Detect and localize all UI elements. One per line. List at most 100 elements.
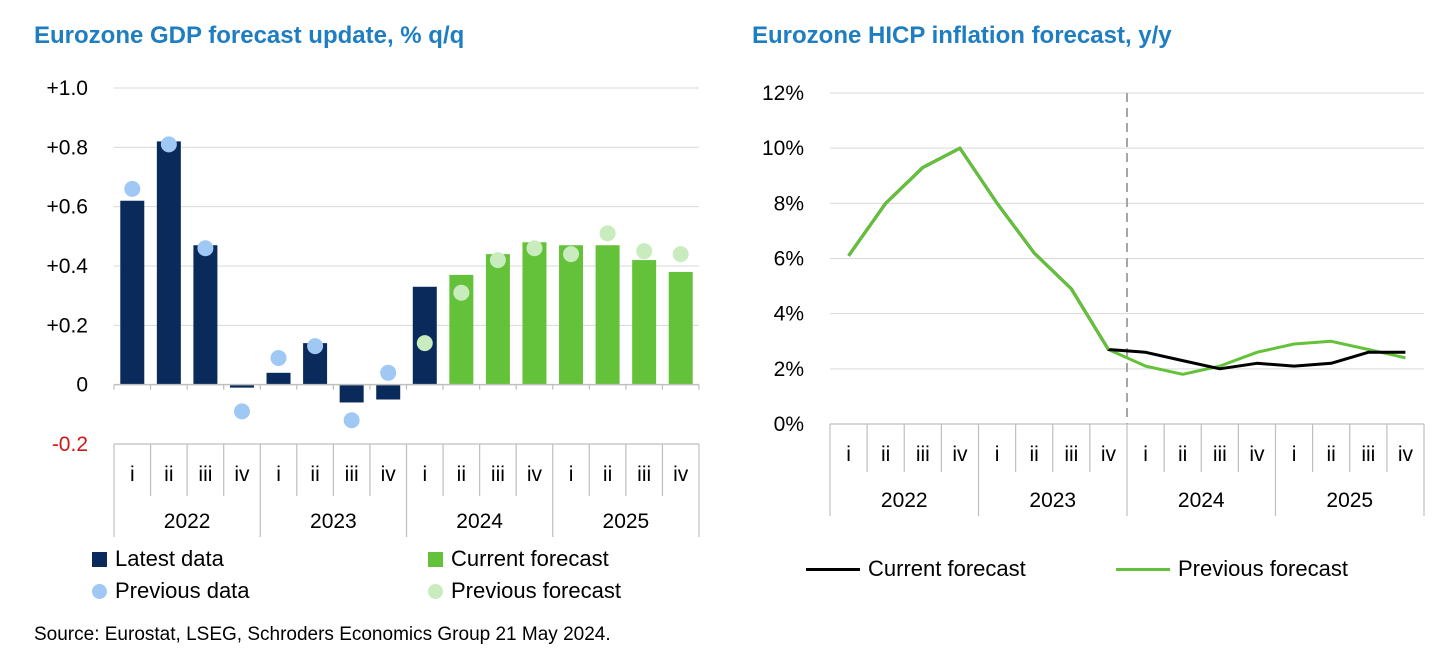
hicp-year-label: 2022: [881, 489, 928, 512]
hicp-quarter-label: iii: [1064, 443, 1078, 466]
gdp-dot: [233, 403, 250, 420]
gdp-y-tick-label: 0: [76, 374, 88, 397]
hicp-line-previous-forecast-shared: [847, 146, 1110, 351]
gdp-quarter-label: i: [130, 463, 135, 486]
gdp-quarter-label: i: [276, 463, 281, 486]
gdp-quarter-label: ii: [164, 463, 173, 486]
gdp-bar: [120, 200, 145, 385]
legend-label-hicp-previous: Previous forecast: [1178, 556, 1348, 581]
gdp-dot: [124, 180, 141, 197]
hicp-quarter-label: iii: [1213, 443, 1227, 466]
gdp-y-tick-label: +0.2: [47, 314, 88, 337]
gdp-legend-previous-data: Previous data: [92, 578, 250, 604]
hicp-y-tick-label: 4%: [774, 303, 804, 326]
gdp-quarter-label: ii: [603, 463, 612, 486]
gdp-bar: [632, 260, 657, 385]
hicp-quarter-label: i: [1292, 443, 1297, 466]
hicp-y-tick-label: 10%: [762, 137, 804, 160]
hicp-quarter-label: iii: [1361, 443, 1375, 466]
gdp-y-tick-label: +0.6: [47, 196, 88, 219]
gdp-year-label: 2023: [310, 510, 357, 533]
gdp-legend-latest-data: Latest data: [92, 546, 224, 572]
gdp-dot: [563, 246, 580, 263]
gdp-dot: [672, 246, 689, 263]
legend-swatch-latest-data: [92, 551, 107, 567]
gdp-quarter-label: iv: [527, 463, 543, 486]
hicp-quarter-label: i: [1143, 443, 1148, 466]
gdp-bar: [266, 372, 291, 385]
gdp-bar: [485, 254, 510, 385]
hicp-quarter-label: ii: [1327, 443, 1336, 466]
gdp-dot: [489, 252, 506, 269]
gdp-dot: [307, 338, 324, 355]
gdp-dot: [526, 240, 543, 257]
gdp-quarter-label: iv: [673, 463, 689, 486]
gdp-quarter-label: iii: [345, 463, 359, 486]
legend-label-hicp-current: Current forecast: [868, 556, 1026, 581]
legend-label-previous-data: Previous data: [115, 578, 250, 603]
gdp-year-label: 2024: [456, 510, 503, 533]
gdp-dot: [343, 412, 360, 429]
legend-swatch-current-forecast: [428, 551, 443, 567]
legend-label-previous-forecast: Previous forecast: [451, 578, 621, 603]
hicp-quarter-label: iv: [952, 443, 968, 466]
gdp-bar: [559, 245, 584, 385]
gdp-bar: [156, 141, 181, 385]
hicp-y-tick-label: 6%: [774, 248, 804, 271]
hicp-quarter-label: iv: [1101, 443, 1117, 466]
legend-swatch-previous-forecast: [428, 583, 443, 599]
gdp-dot: [599, 225, 616, 242]
hicp-quarter-label: ii: [881, 443, 890, 466]
gdp-quarter-label: iii: [491, 463, 505, 486]
gdp-quarter-label: ii: [310, 463, 319, 486]
legend-line-previous-forecast: [1116, 567, 1170, 571]
gdp-bar: [668, 271, 693, 385]
gdp-dot: [636, 243, 653, 260]
hicp-quarter-label: ii: [1030, 443, 1039, 466]
hicp-y-tick-label: 12%: [762, 82, 804, 105]
hicp-quarter-label: iv: [1249, 443, 1265, 466]
hicp-chart-title: Eurozone HICP inflation forecast, y/y: [752, 22, 1172, 49]
gdp-dot: [453, 284, 470, 301]
gdp-y-tick-label: +0.8: [47, 136, 88, 159]
gdp-legend-previous-forecast: Previous forecast: [428, 578, 621, 604]
gdp-bar: [595, 245, 620, 385]
hicp-quarter-label: iii: [916, 443, 930, 466]
hicp-y-tick-label: 8%: [774, 192, 804, 215]
gdp-y-tick-label: +0.4: [47, 255, 89, 278]
hicp-quarter-label: i: [995, 443, 1000, 466]
charts-svg: +1.0+0.8+0.6+0.4+0.20-0.2i ii iii iv i ii iii i…: [47, 77, 1425, 537]
gdp-quarter-label: iii: [198, 463, 212, 486]
source-note: Source: Eurostat, LSEG, Schroders Econom…: [34, 624, 611, 645]
gdp-bar: [376, 384, 401, 400]
gdp-dot: [416, 335, 433, 352]
gdp-dot: [160, 136, 177, 153]
gdp-dot: [197, 240, 214, 257]
gdp-year-label: 2022: [164, 510, 211, 533]
gdp-quarter-label: iv: [381, 463, 397, 486]
gdp-bar: [339, 384, 364, 403]
gdp-bar: [193, 245, 218, 385]
gdp-quarter-label: i: [569, 463, 574, 486]
gdp-dot: [380, 364, 397, 381]
hicp-legend-previous-forecast: Previous forecast: [1116, 556, 1348, 582]
gdp-quarter-label: iii: [637, 463, 651, 486]
hicp-year-label: 2023: [1029, 489, 1076, 512]
gdp-legend-current-forecast: Current forecast: [428, 546, 609, 572]
hicp-quarter-label: iv: [1398, 443, 1414, 466]
gdp-bar: [229, 384, 254, 388]
legend-label-latest-data: Latest data: [115, 546, 224, 571]
legend-swatch-previous-data: [92, 583, 107, 599]
legend-label-current-forecast: Current forecast: [451, 546, 609, 571]
gdp-bar: [522, 242, 547, 385]
hicp-year-label: 2024: [1178, 489, 1225, 512]
gdp-chart-title: Eurozone GDP forecast update, % q/q: [34, 22, 465, 49]
hicp-y-tick-label: 0%: [774, 413, 804, 436]
legend-line-current-forecast: [806, 567, 860, 571]
hicp-y-tick-label: 2%: [774, 358, 804, 381]
gdp-dot: [270, 349, 287, 366]
gdp-quarter-label: ii: [457, 463, 466, 486]
gdp-year-label: 2025: [603, 510, 650, 533]
gdp-quarter-label: i: [422, 463, 427, 486]
hicp-legend-current-forecast: Current forecast: [806, 556, 1026, 582]
